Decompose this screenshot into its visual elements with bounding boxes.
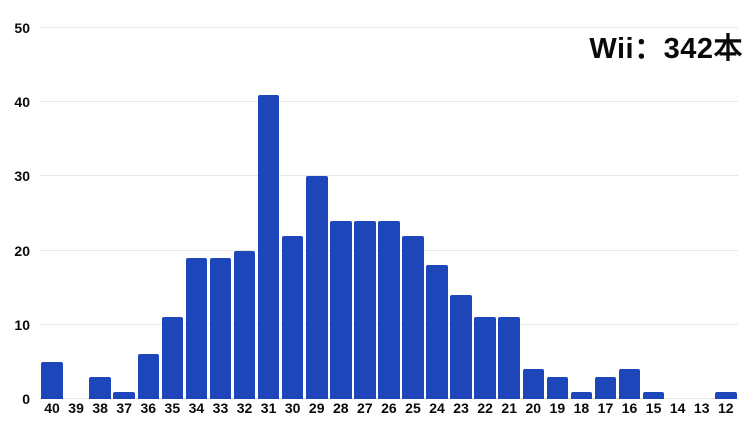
y-axis: 0 10 20 30 40 50	[0, 21, 34, 406]
bar	[354, 220, 376, 399]
x-axis-tick-label: 21	[501, 400, 517, 416]
x-axis-tick-label: 36	[140, 400, 157, 416]
bar-slot	[666, 28, 690, 399]
bar-slot	[88, 28, 112, 399]
bar	[594, 376, 617, 399]
x-axis-tick-label: 13	[693, 400, 710, 416]
bar	[450, 295, 472, 399]
bar	[474, 317, 496, 399]
bar	[426, 265, 448, 399]
bar	[113, 391, 135, 399]
x-axis-tick-label: 20	[525, 400, 542, 416]
bar	[305, 176, 328, 399]
bar	[618, 369, 641, 399]
bar-slot	[401, 28, 425, 399]
x-axis-tick-label: 15	[645, 400, 662, 416]
y-axis-tick-label: 10	[14, 316, 30, 333]
bar-slot	[112, 28, 136, 399]
bar-slot	[64, 28, 88, 399]
bar	[89, 376, 111, 399]
bar	[715, 391, 737, 399]
bar	[41, 361, 63, 399]
x-axis-tick-label: 22	[477, 400, 493, 416]
y-axis-tick-label: 50	[14, 20, 30, 36]
bar	[546, 376, 569, 399]
x-axis-tick-label: 24	[429, 400, 445, 416]
plot-area	[40, 27, 738, 399]
x-axis-tick-label: 32	[236, 400, 253, 416]
y-axis-tick-label: 20	[14, 242, 30, 259]
bar-slot	[353, 28, 377, 399]
bar-slot	[136, 28, 160, 399]
bar	[402, 235, 424, 399]
x-axis-tick-label: 29	[308, 400, 325, 416]
bar-slot	[257, 28, 281, 399]
bars-row	[40, 28, 738, 399]
bar-slot	[184, 28, 208, 399]
bar	[642, 391, 665, 399]
bar-slot	[690, 28, 714, 399]
bar-slot	[208, 28, 232, 399]
x-axis-tick-label: 23	[453, 400, 469, 416]
x-axis-tick-label: 34	[188, 400, 205, 416]
bar-slot	[40, 28, 64, 399]
x-axis-tick-label: 30	[284, 400, 301, 416]
x-axis-tick-label: 17	[597, 400, 614, 416]
bar	[281, 235, 304, 399]
bar-slot	[160, 28, 184, 399]
gridline	[40, 101, 738, 103]
bar-slot	[281, 28, 305, 399]
bar	[209, 258, 232, 399]
bar-slot	[569, 28, 593, 399]
bar-slot	[329, 28, 353, 399]
bar-slot	[642, 28, 666, 399]
x-axis-tick-label: 26	[381, 400, 397, 416]
bar	[570, 391, 593, 399]
bar-slot	[305, 28, 329, 399]
x-axis-tick-label: 33	[212, 400, 229, 416]
bar-slot	[521, 28, 545, 399]
bar	[185, 258, 208, 399]
bar	[161, 317, 184, 399]
x-axis-tick-label: 14	[669, 400, 686, 416]
x-axis: 40 39 38 37 36 35 34 33 32 31 30 29 28 27 26 25 24 23 22 21…	[40, 400, 738, 421]
gridline	[40, 27, 738, 28]
x-axis-tick-label: 27	[357, 400, 373, 416]
y-axis-tick-label: 40	[14, 94, 30, 111]
x-axis-tick-label: 37	[116, 400, 132, 416]
x-axis-tick-label: 31	[260, 400, 277, 416]
bar-slot	[593, 28, 617, 399]
x-axis-tick-label: 38	[92, 400, 108, 416]
x-axis-tick-label: 39	[68, 400, 84, 416]
bar	[522, 369, 545, 399]
x-axis-tick-label: 18	[573, 400, 590, 416]
x-axis-tick-label: 19	[549, 400, 566, 416]
bar-slot	[473, 28, 497, 399]
bar-slot	[377, 28, 401, 399]
bar-slot	[545, 28, 569, 399]
bar-slot	[233, 28, 257, 399]
bar-slot	[425, 28, 449, 399]
y-axis-tick-label: 0	[22, 391, 30, 407]
x-axis-tick-label: 16	[621, 400, 638, 416]
x-axis-tick-label: 35	[164, 400, 181, 416]
x-axis-tick-label: 40	[44, 400, 60, 416]
bar	[378, 220, 400, 399]
x-axis-tick-label: 25	[405, 400, 421, 416]
x-axis-tick-label: 28	[332, 400, 349, 416]
y-axis-tick-label: 30	[14, 168, 30, 185]
x-axis-tick-label: 12	[717, 400, 734, 416]
bar-slot	[618, 28, 642, 399]
bar	[498, 317, 520, 399]
gridline	[40, 175, 738, 177]
bar	[233, 250, 256, 399]
bar	[330, 220, 352, 399]
bar-slot	[497, 28, 521, 399]
bar-slot	[449, 28, 473, 399]
bar-slot	[714, 28, 738, 399]
chart-title: Wii：342本	[589, 33, 743, 65]
bar	[257, 94, 280, 399]
bar	[137, 354, 160, 399]
